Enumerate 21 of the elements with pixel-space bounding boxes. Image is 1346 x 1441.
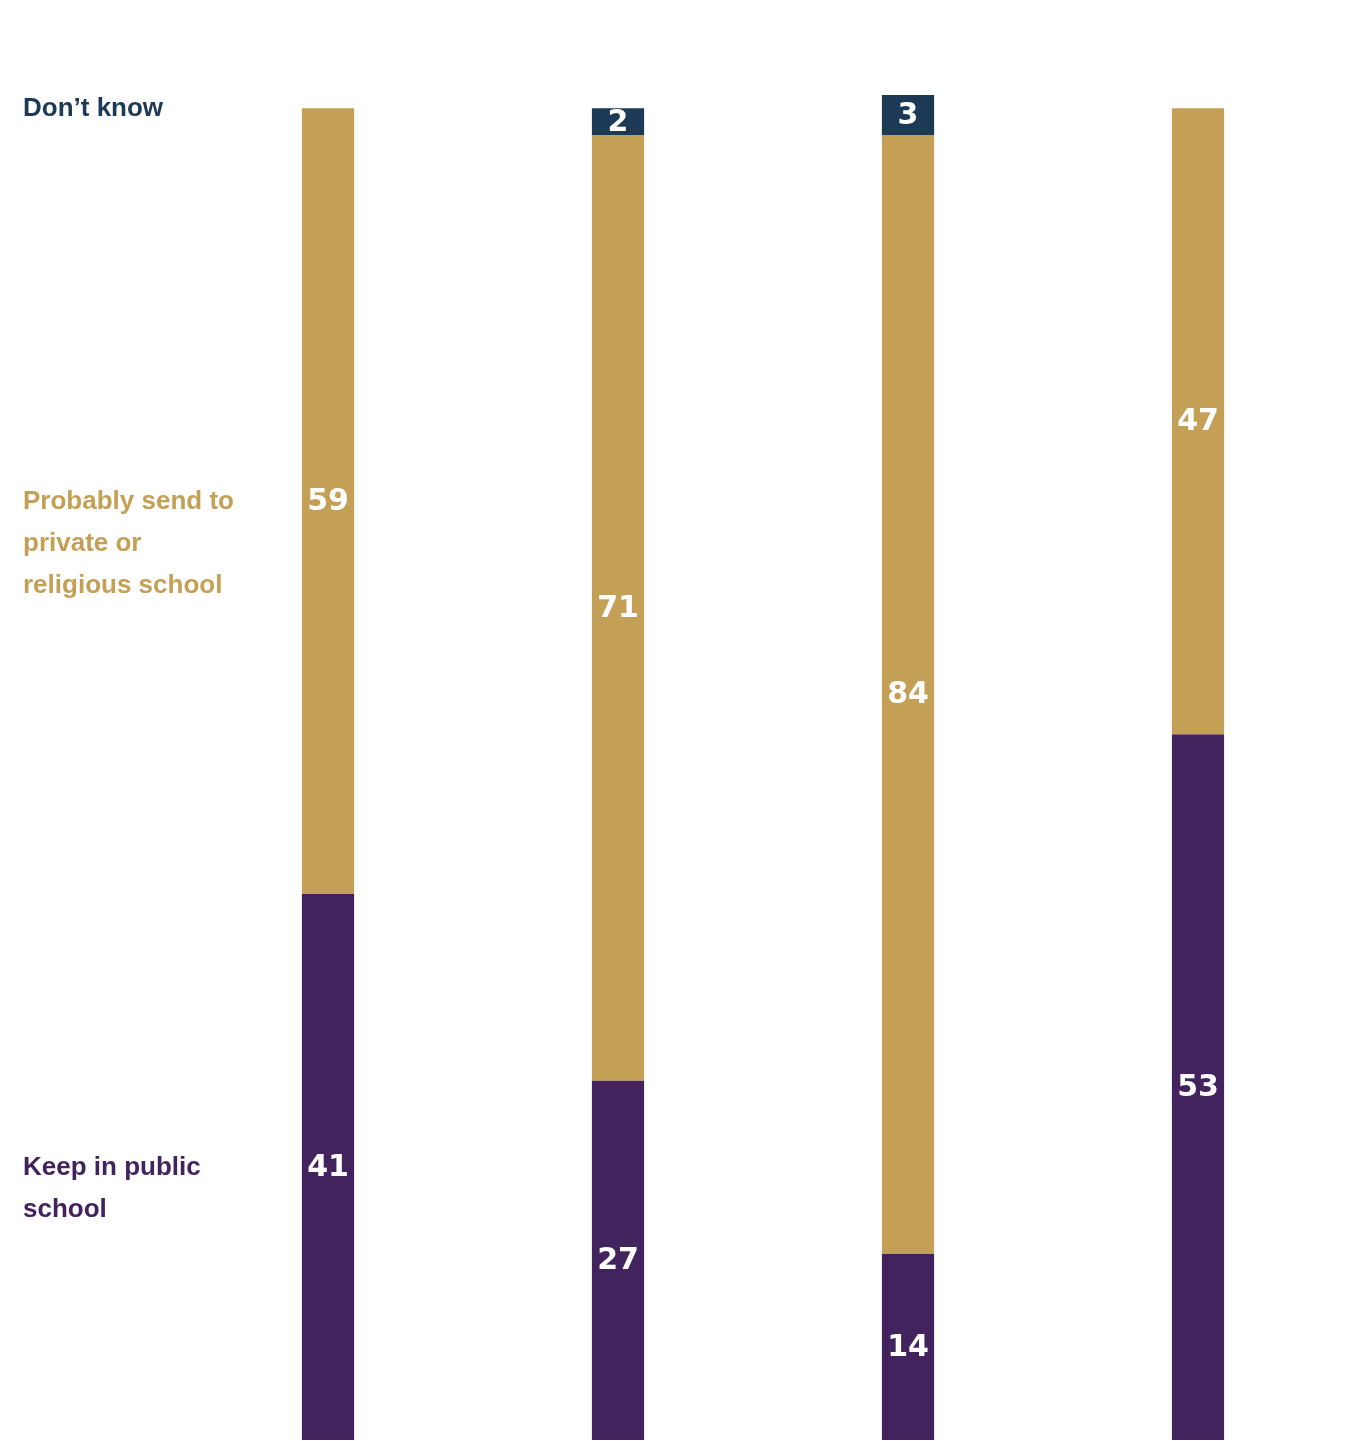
text: Don’t know bbox=[23, 92, 164, 123]
bar bbox=[591, 1080, 645, 1440]
data-label: 27 bbox=[597, 1241, 639, 1277]
bar bbox=[881, 1253, 935, 1440]
data-label: 2 bbox=[607, 102, 629, 138]
data-label: 47 bbox=[1177, 402, 1219, 438]
bar bbox=[301, 108, 355, 895]
text: Probably send to private or religious school bbox=[23, 485, 234, 600]
data-label: 59 bbox=[307, 482, 349, 518]
bar bbox=[1171, 734, 1225, 1440]
bar bbox=[1171, 108, 1225, 735]
data-label: 84 bbox=[887, 675, 929, 711]
data-label: 53 bbox=[1177, 1068, 1219, 1104]
data-label: 41 bbox=[307, 1148, 349, 1184]
data-label: 3 bbox=[897, 95, 919, 131]
text: Keep in public school bbox=[23, 1151, 201, 1224]
bar bbox=[881, 134, 935, 1254]
data-label: 71 bbox=[597, 588, 639, 624]
bar bbox=[591, 134, 645, 1081]
bar bbox=[301, 894, 355, 1440]
data-label: 14 bbox=[887, 1327, 929, 1363]
